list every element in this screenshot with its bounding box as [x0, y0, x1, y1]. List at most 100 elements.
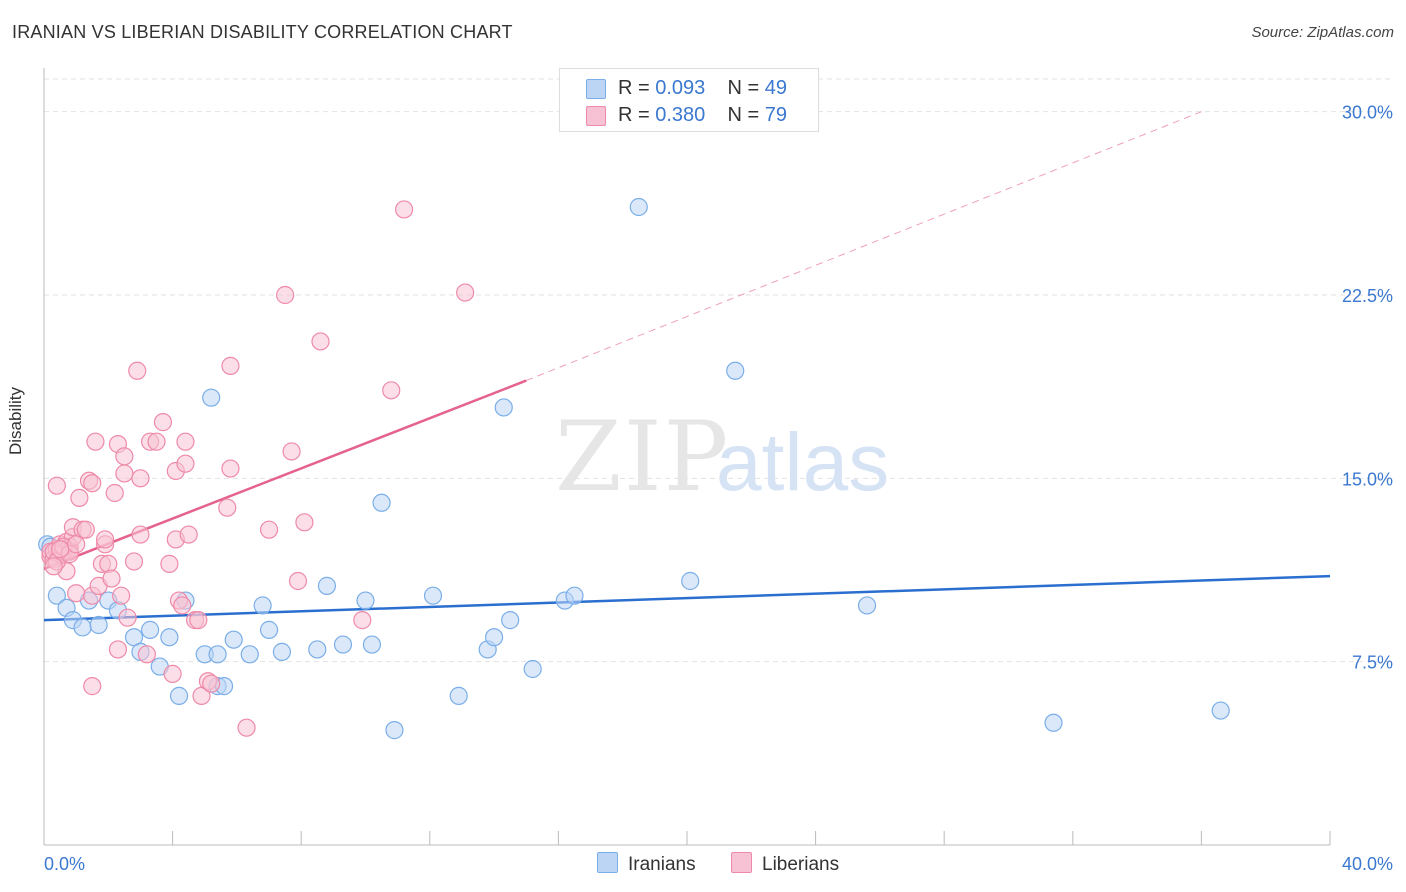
liberian-point: [115, 447, 134, 466]
y-tick-label: 7.5%: [1352, 653, 1393, 673]
liberian-point: [176, 432, 195, 451]
liberian-point: [108, 640, 128, 659]
bottom-legend-liberians: Liberians: [731, 852, 839, 876]
iranian-point: [259, 620, 279, 639]
iranian-point: [372, 493, 391, 512]
iranian-point: [140, 620, 160, 639]
legend-n-label: N =: [727, 77, 765, 99]
iranian-point: [485, 628, 504, 647]
grid-lines: [44, 78, 1392, 663]
liberian-point: [83, 677, 102, 696]
liberian-point: [259, 520, 279, 539]
liberian-point: [86, 432, 105, 451]
iranian-point: [423, 586, 443, 605]
iranians-legend-label: Iranians: [628, 854, 696, 875]
iranian-point: [726, 361, 745, 380]
liberian-point: [124, 552, 144, 571]
iranian-point: [1211, 701, 1230, 720]
iranian-point: [362, 635, 382, 654]
liberian-point: [131, 469, 150, 488]
y-tick-label: 22.5%: [1342, 286, 1393, 306]
iranian-point: [208, 645, 227, 664]
liberians-legend-swatch: [731, 852, 752, 873]
iranian-point: [202, 388, 221, 407]
liberian-point: [112, 586, 131, 605]
legend-n-value: 49: [764, 77, 788, 99]
liberian-point: [218, 498, 237, 517]
x-tick-label: 40.0%: [1342, 854, 1393, 874]
liberian-point: [83, 474, 102, 493]
iranian-point: [629, 197, 648, 217]
liberian-point: [105, 483, 124, 503]
liberian-point: [47, 476, 66, 495]
iranian-point: [240, 645, 259, 664]
liberian-point: [67, 584, 86, 603]
liberian-point: [95, 530, 115, 549]
liberian-point: [99, 554, 118, 573]
bottom-legend-iranians: Iranians: [597, 852, 696, 876]
liberian-point: [394, 200, 414, 219]
axes: [43, 68, 1331, 846]
source-label: Source: ZipAtlas.com: [1251, 24, 1394, 41]
watermark-zip: ZIP: [555, 401, 730, 513]
liberian-point: [160, 554, 179, 573]
iranian-point: [857, 596, 877, 615]
liberian-point: [76, 520, 95, 539]
legend-r-label: R =: [618, 77, 656, 99]
iranian-point: [356, 591, 375, 610]
iranian-point: [501, 611, 520, 630]
iranians-swatch: [586, 79, 606, 99]
liberians-trend-line: [43, 379, 527, 570]
liberian-point: [176, 454, 195, 473]
iranian-point: [681, 571, 700, 591]
liberian-point: [353, 611, 372, 630]
liberian-point: [282, 442, 301, 461]
liberian-point: [137, 645, 156, 664]
liberian-point: [179, 525, 198, 544]
tick-labels: 7.5% 15.0% 22.5% 30.0% 0.0% 40.0%: [44, 103, 1393, 874]
liberian-point: [115, 464, 134, 483]
liberian-point: [173, 596, 192, 615]
legend-r-label: R =: [618, 104, 656, 126]
iranian-point: [169, 686, 189, 705]
legend-r-value: 0.093: [655, 77, 706, 99]
liberian-point: [67, 535, 86, 554]
liberian-point: [221, 459, 240, 478]
correlation-legend: R = 0.093 N = 49 R = 0.380 N = 79: [559, 68, 819, 132]
iranian-point: [317, 576, 337, 595]
iranian-point: [160, 628, 179, 647]
iranian-point: [449, 686, 468, 705]
data-points: [38, 197, 1230, 740]
chart-title: IRANIAN VS LIBERIAN DISABILITY CORRELATI…: [12, 22, 513, 42]
liberians-swatch: [586, 106, 606, 126]
watermark-atlas: atlas: [716, 417, 889, 508]
liberian-point: [70, 488, 89, 507]
iranian-point: [89, 615, 108, 635]
iranian-point: [47, 586, 66, 605]
liberian-point: [50, 540, 70, 559]
liberian-point: [153, 413, 173, 432]
liberian-point: [456, 283, 475, 302]
liberian-point: [128, 361, 147, 380]
liberian-point: [189, 611, 208, 630]
liberians-legend-label: Liberians: [762, 854, 840, 875]
legend-r-value: 0.380: [655, 104, 706, 126]
y-tick-label: 30.0%: [1342, 103, 1393, 123]
liberian-point: [295, 513, 314, 532]
iranian-point: [385, 721, 404, 740]
iranians-legend-swatch: [597, 852, 618, 873]
liberian-point: [288, 571, 308, 591]
iranian-point: [565, 586, 584, 605]
liberians-trend-line: [526, 111, 1202, 382]
liberian-point: [147, 432, 166, 451]
iranian-point: [272, 642, 292, 661]
liberian-point: [131, 525, 150, 544]
liberian-point: [102, 569, 121, 588]
iranian-point: [308, 640, 327, 659]
liberian-point: [118, 608, 137, 627]
liberian-point: [44, 557, 63, 576]
liberian-point: [202, 674, 221, 693]
x-tick-label: 0.0%: [44, 854, 85, 874]
